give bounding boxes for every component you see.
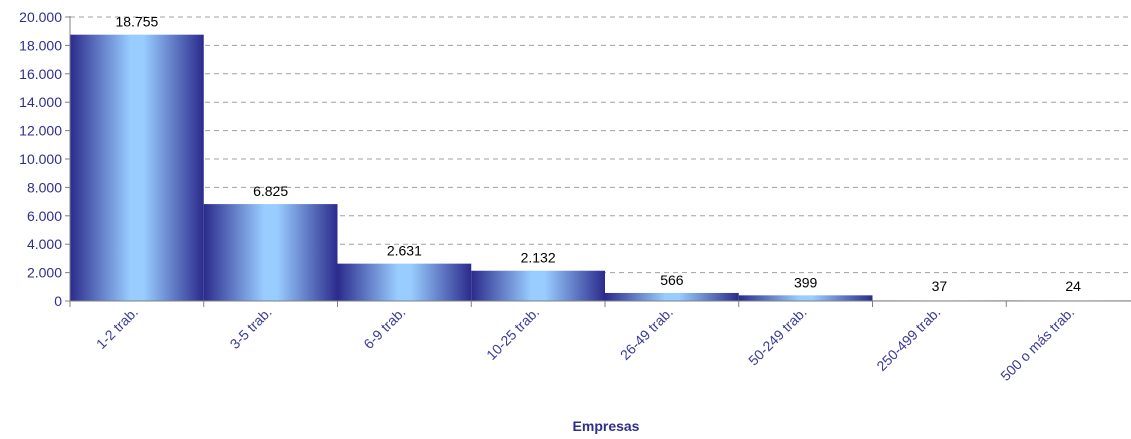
bar [738, 295, 873, 301]
x-tick-label: 3-5 trab. [227, 304, 275, 352]
data-label: 2.132 [521, 250, 556, 266]
bar [70, 34, 204, 301]
x-tick-label: 26-49 trab. [617, 304, 676, 363]
y-tick-label: 4.000 [27, 236, 62, 252]
y-tick-label: 14.000 [19, 94, 62, 110]
data-label: 399 [794, 274, 818, 290]
x-tick-label: 1-2 trab. [93, 304, 141, 352]
data-label: 18.755 [115, 14, 158, 30]
gridlines [70, 16, 1131, 274]
data-label: 6.825 [253, 183, 288, 199]
bar [471, 270, 605, 301]
x-tick-label: 10-25 trab. [483, 304, 542, 363]
y-tick-label: 6.000 [27, 208, 62, 224]
bar [337, 263, 472, 301]
axes [65, 16, 1131, 307]
y-tick-label: 12.000 [19, 123, 62, 139]
y-tick-label: 0 [54, 293, 62, 309]
data-label: 566 [660, 272, 684, 288]
bar [203, 204, 338, 301]
bars [70, 34, 1131, 301]
x-tick-label: 50-249 trab. [745, 304, 810, 369]
x-tick-label: 500 o más trab. [997, 304, 1077, 384]
x-axis-title: Empresas [573, 418, 640, 434]
data-label: 37 [932, 278, 948, 294]
y-tick-label: 10.000 [19, 151, 62, 167]
data-label: 2.631 [387, 243, 422, 259]
bar [605, 292, 739, 301]
data-labels: 18.755 6.825 2.631 2.132 566 399 37 24 [115, 14, 1081, 294]
x-tick-label: 250-499 trab. [873, 304, 943, 374]
x-tick-label: 6-9 trab. [360, 304, 408, 352]
y-tick-label: 20.000 [19, 9, 62, 25]
y-tick-label: 8.000 [27, 179, 62, 195]
data-label: 24 [1065, 278, 1081, 294]
y-tick-label: 18.000 [19, 37, 62, 53]
y-tick-label: 16.000 [19, 66, 62, 82]
x-tick-labels: 1-2 trab. 3-5 trab. 6-9 trab. 10-25 trab. 26… [93, 304, 1077, 384]
y-tick-label: 2.000 [27, 265, 62, 281]
y-tick-labels: 0 2.000 4.000 6.000 8.000 10.000 12.000 14.000 1… [19, 9, 62, 309]
